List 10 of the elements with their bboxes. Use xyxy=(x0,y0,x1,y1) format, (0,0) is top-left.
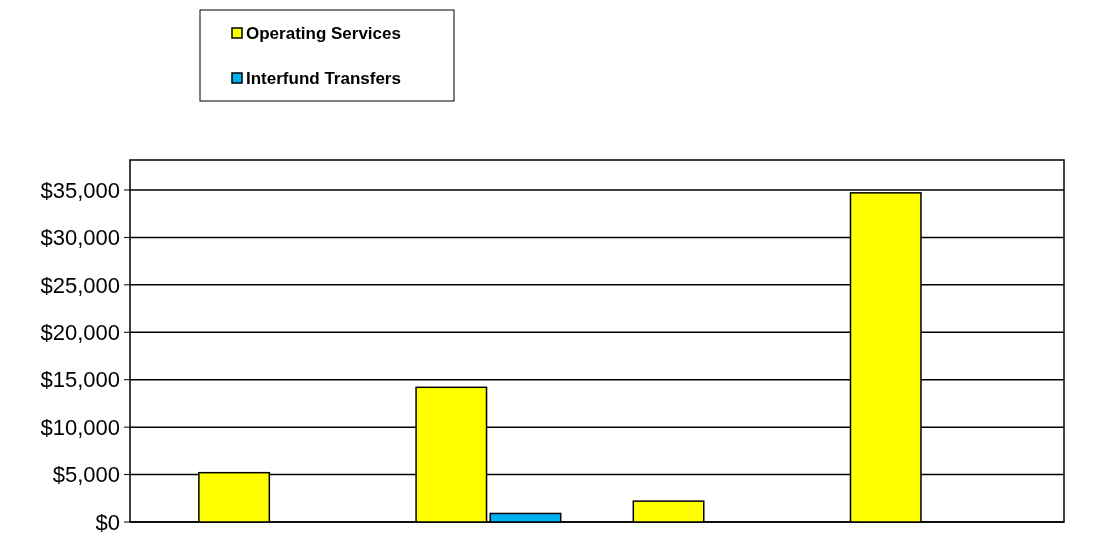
y-tick-label: $10,000 xyxy=(40,414,120,440)
y-tick-label: $35,000 xyxy=(40,177,120,203)
y-tick-label: $20,000 xyxy=(40,319,120,345)
y-tick-label: $30,000 xyxy=(40,225,120,251)
legend-label: Operating Services xyxy=(246,23,401,43)
legend-label: Interfund Transfers xyxy=(246,68,401,88)
y-tick-label: $25,000 xyxy=(40,272,120,298)
y-tick-label: $0 xyxy=(95,509,120,535)
y-tick-label: $5,000 xyxy=(52,462,120,488)
y-tick-label: $15,000 xyxy=(40,367,120,393)
